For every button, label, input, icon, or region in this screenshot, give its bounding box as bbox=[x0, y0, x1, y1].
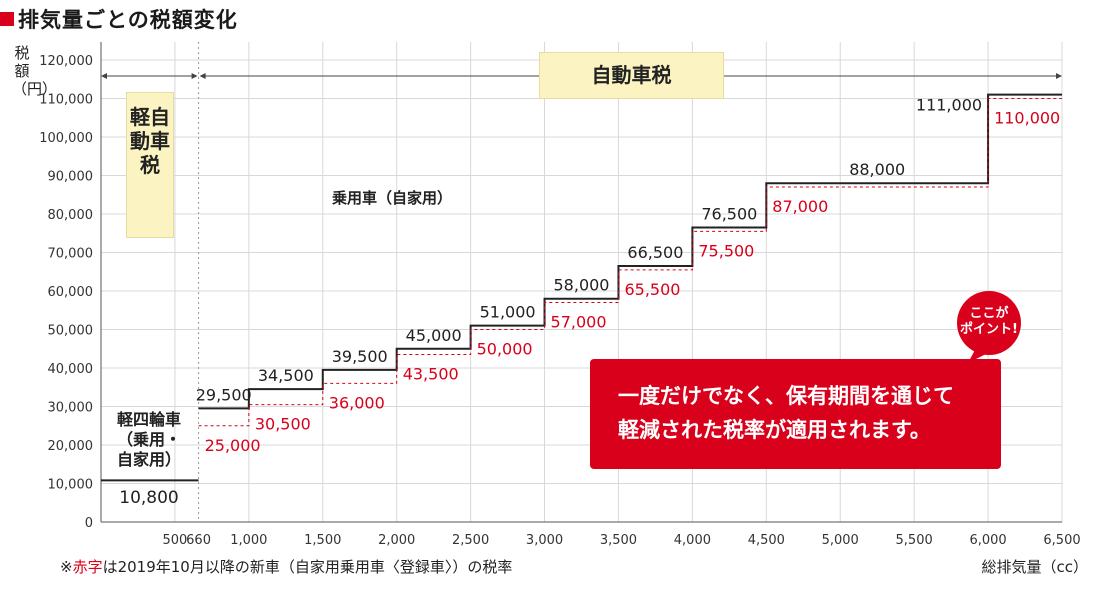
callout-box: 一度だけでなく、保有期間を通じて 軽減された税率が適用されます。 bbox=[590, 359, 1001, 469]
old-rate-label: 51,000 bbox=[480, 303, 536, 322]
new-rate-step-line bbox=[198, 98, 1062, 427]
y-tick-label: 0 bbox=[85, 516, 93, 531]
x-tick-label: 4,500 bbox=[748, 533, 785, 548]
old-rate-label: 45,000 bbox=[406, 326, 462, 345]
step-lines bbox=[101, 93, 1062, 482]
y-tick-label: 40,000 bbox=[48, 362, 94, 377]
y-tick-label: 100,000 bbox=[39, 131, 93, 146]
y-tick-label: 60,000 bbox=[48, 285, 94, 300]
y-tick-label: 30,000 bbox=[48, 401, 94, 416]
x-tick-label: 3,000 bbox=[526, 533, 563, 548]
x-tick-label: 1,500 bbox=[304, 533, 341, 548]
y-tick-label: 50,000 bbox=[48, 324, 94, 339]
new-rate-label: 57,000 bbox=[551, 313, 607, 332]
x-tick-label: 500 bbox=[163, 533, 188, 548]
x-tick-label: 660 bbox=[186, 533, 211, 548]
y-tick-label: 80,000 bbox=[48, 208, 94, 223]
old-rate-label: 76,500 bbox=[701, 204, 757, 223]
x-tick-label: 2,500 bbox=[452, 533, 489, 548]
old-rate-label: 66,500 bbox=[627, 243, 683, 262]
new-rate-label: 30,500 bbox=[255, 415, 311, 434]
x-tick-label: 1,000 bbox=[230, 533, 267, 548]
axes: 0 10,000 20,000 30,000 40,000 50,000 60,000 70,… bbox=[39, 42, 1081, 548]
mini-vehicle-value: 10,800 bbox=[119, 488, 179, 508]
chart-title: 排気量ごとの税額変化 bbox=[0, 4, 238, 34]
old-rate-label: 29,500 bbox=[196, 385, 252, 404]
y-tick-label: 10,000 bbox=[48, 478, 94, 493]
y-tick-label: 110,000 bbox=[39, 93, 93, 108]
x-tick-label: 6,500 bbox=[1043, 533, 1080, 548]
bubble-circle bbox=[957, 291, 1021, 355]
auto-range-arrow-right-head bbox=[1056, 73, 1062, 79]
data-labels: 29,500 34,500 39,500 45,000 51,000 58,000 66,5… bbox=[196, 96, 1061, 455]
old-rate-label: 34,500 bbox=[258, 366, 314, 385]
new-rate-label: 110,000 bbox=[994, 109, 1060, 128]
old-rate-label: 58,000 bbox=[554, 276, 610, 295]
bubble-line: ポイント! bbox=[960, 322, 1018, 337]
x-tick-label: 6,000 bbox=[969, 533, 1006, 548]
callout-line: 一度だけでなく、保有期間を通じて bbox=[618, 384, 954, 408]
automobile-tax-box: 自動車税 bbox=[539, 52, 724, 99]
mini-label-line: 軽四輪車 bbox=[116, 410, 181, 429]
x-tick-label: 2,000 bbox=[378, 533, 415, 548]
new-rate-label: 25,000 bbox=[205, 436, 261, 455]
bubble-line: ここが bbox=[969, 306, 1009, 321]
kei-range-arrow-right-head bbox=[191, 73, 198, 79]
passenger-car-label: 乗用車（自家用） bbox=[332, 189, 453, 207]
footnote-red-text: 赤字 bbox=[72, 558, 103, 576]
x-tick-label: 5,000 bbox=[822, 533, 859, 548]
footnote-text: は2019年10月以降の新車（自家用乗用車〈登録車〉）の税率 bbox=[102, 558, 513, 576]
mini-label-line: （乗用・ bbox=[116, 430, 181, 449]
automobile-tax-label: 自動車税 bbox=[591, 63, 672, 87]
new-rate-label: 65,500 bbox=[624, 280, 680, 299]
kei-vehicle-tax-label: 軽自動車税 bbox=[130, 105, 170, 177]
new-rate-label: 36,000 bbox=[329, 393, 385, 412]
mini-label-line: 自家用） bbox=[116, 450, 181, 469]
footnote-prefix: ※ bbox=[60, 558, 73, 576]
kei-vehicle-tax-box: 軽自動車税 bbox=[126, 92, 174, 238]
point-bubble-icon bbox=[957, 291, 1021, 363]
mini-vehicle-label: 軽四輪車 （乗用・ 自家用） bbox=[106, 410, 192, 470]
callout-line: 軽減された税率が適用されます。 bbox=[618, 418, 931, 442]
y-tick-label: 70,000 bbox=[48, 247, 94, 262]
title-square-icon bbox=[0, 12, 14, 26]
footnote: ※赤字は2019年10月以降の新車（自家用乗用車〈登録車〉）の税率 bbox=[60, 556, 512, 577]
y-tick-label: 120,000 bbox=[39, 54, 93, 69]
x-tick-label: 4,000 bbox=[674, 533, 711, 548]
old-rate-label: 111,000 bbox=[916, 96, 982, 115]
new-rate-label: 50,000 bbox=[477, 340, 533, 359]
new-rate-label: 75,500 bbox=[698, 241, 754, 260]
kei-range-arrow-left-head bbox=[101, 73, 107, 79]
auto-range-arrow-left-head bbox=[199, 73, 206, 79]
new-rate-label: 87,000 bbox=[772, 197, 828, 216]
old-rate-label: 88,000 bbox=[849, 160, 905, 179]
bubble-tail bbox=[968, 348, 990, 363]
y-tick-label: 20,000 bbox=[48, 439, 94, 454]
point-bubble-text: ここが ポイント! bbox=[946, 306, 1032, 338]
chart-title-text: 排気量ごとの税額変化 bbox=[18, 8, 238, 32]
x-tick-label: 5,500 bbox=[896, 533, 933, 548]
new-rate-label: 43,500 bbox=[403, 365, 459, 384]
x-axis-label: 総排気量（cc） bbox=[981, 558, 1089, 576]
x-tick-label: 3,500 bbox=[600, 533, 637, 548]
y-tick-label: 90,000 bbox=[48, 170, 94, 185]
old-rate-label: 39,500 bbox=[332, 347, 388, 366]
